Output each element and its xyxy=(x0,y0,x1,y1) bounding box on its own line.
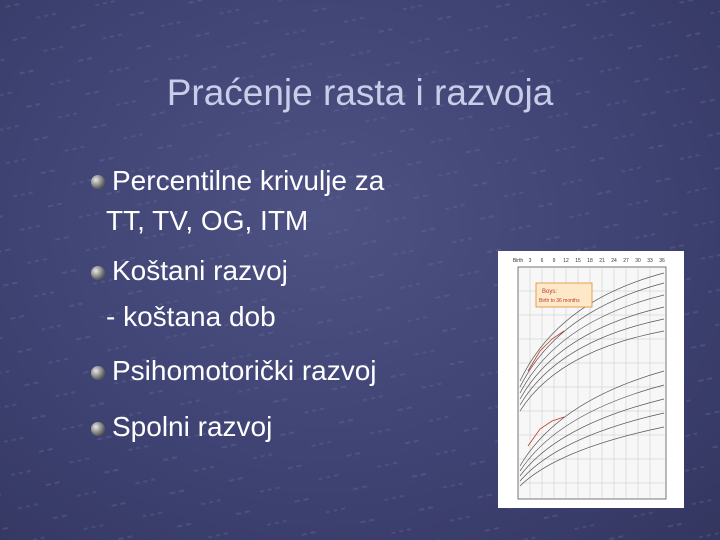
bullet xyxy=(91,266,105,280)
bullet-text: Koštani razvoj xyxy=(112,255,288,286)
axis-label: 21 xyxy=(599,258,605,264)
axis-label: Birth xyxy=(513,258,524,264)
axis-label: 24 xyxy=(611,258,617,264)
axis-label: 3 xyxy=(529,258,532,264)
caption: Boys: xyxy=(542,289,557,295)
axis-label: 15 xyxy=(575,258,581,264)
bullet-text: Psihomotorički razvoj xyxy=(112,355,377,386)
axis-label: 12 xyxy=(563,258,569,264)
axis-label: 33 xyxy=(647,258,653,264)
caption: Birth to 36 months xyxy=(539,298,580,304)
axis-label: 30 xyxy=(635,258,641,264)
bullet-text: - koštana dob xyxy=(106,301,276,332)
bullet xyxy=(91,175,105,189)
growth-chart-image: Boys: Birth to 36 months Birth 3 6 9 12 15 18 2… xyxy=(498,251,684,508)
bullet xyxy=(91,366,105,380)
bullet-text: Percentilne krivulje za xyxy=(112,165,385,196)
bullet-text: Spolni razvoj xyxy=(112,411,273,442)
axis-label: 18 xyxy=(587,258,593,264)
axis-label: 27 xyxy=(623,258,629,264)
slide-title: Praćenje rasta i razvoja xyxy=(166,72,554,113)
bullet-text: TT, TV, OG, ITM xyxy=(106,205,309,236)
axis-label: 6 xyxy=(541,258,544,264)
axis-label: 9 xyxy=(553,258,556,264)
axis-label: 36 xyxy=(659,258,665,264)
bullet xyxy=(91,422,105,436)
